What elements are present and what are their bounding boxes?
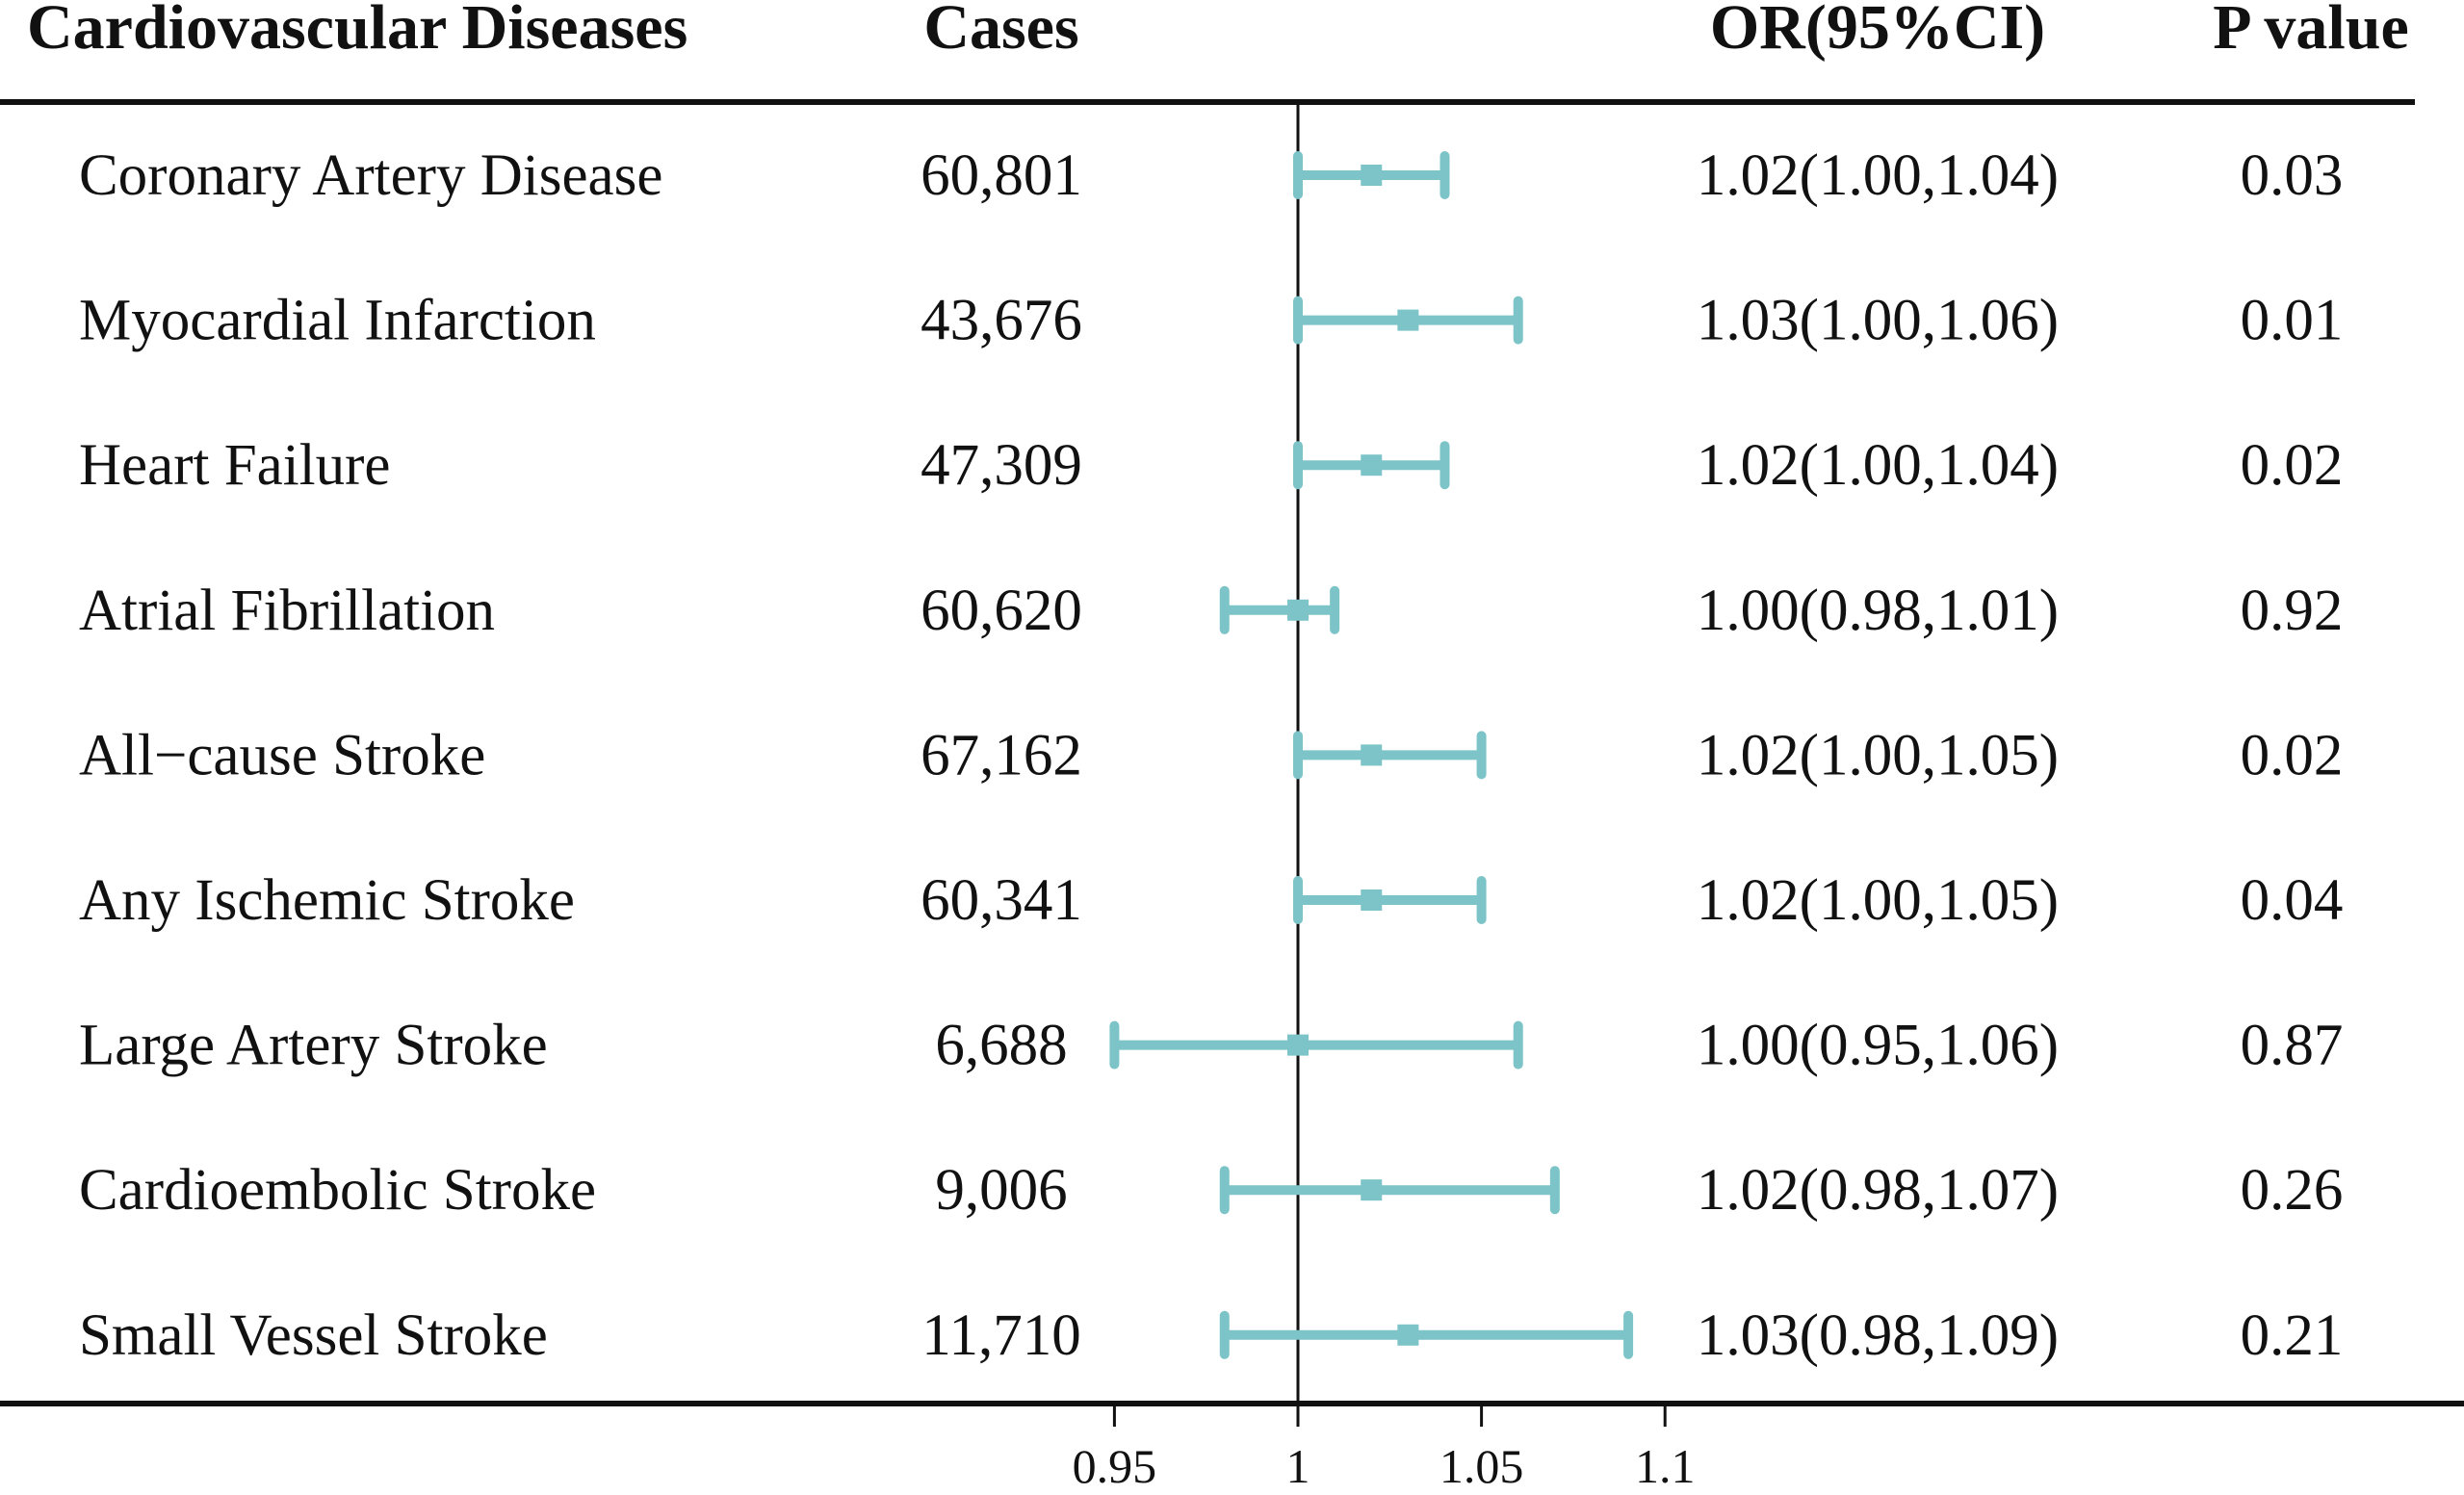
header-or-ci: OR(95%CI) [1710, 0, 2045, 63]
ci-bar [1293, 441, 1450, 490]
cases-value: 60,341 [921, 868, 1082, 933]
or-point-marker [1361, 744, 1383, 766]
cases-value: 67,162 [921, 723, 1082, 787]
cases-value: 6,688 [935, 1014, 1067, 1078]
cases-value: 43,676 [921, 289, 1082, 353]
p-value: 0.87 [2241, 1014, 2344, 1078]
disease-label: All−cause Stroke [79, 723, 485, 787]
or-point-marker [1361, 889, 1383, 911]
or-point-marker [1361, 454, 1383, 477]
rows-layer: Coronary Artery Disease 60,801 1.02(1.00,1… [79, 143, 2343, 1368]
table-row: Atrial Fibrillation 60,620 1.00(0.98,1.01)… [79, 579, 2343, 643]
x-tick-label: 0.95 [1073, 1439, 1157, 1493]
p-value: 0.21 [2241, 1303, 2344, 1368]
p-value: 0.92 [2241, 579, 2344, 643]
or-ci-value: 1.02(1.00,1.04) [1697, 433, 2059, 498]
p-value: 0.01 [2241, 289, 2344, 353]
table-row: All−cause Stroke 67,162 1.02(1.00,1.05) 0.0… [79, 723, 2343, 787]
header-row: Cardiovascular Diseases Cases OR(95%CI) … [27, 0, 2409, 63]
ci-bar [1219, 585, 1340, 634]
header-cases: Cases [923, 0, 1078, 63]
disease-label: Myocardial Infarction [79, 289, 596, 353]
header-p-value: P value [2213, 0, 2409, 63]
or-point-marker [1397, 1324, 1419, 1346]
p-value: 0.02 [2241, 723, 2344, 787]
cases-value: 9,006 [935, 1158, 1067, 1223]
ci-bar [1293, 296, 1523, 345]
table-row: Heart Failure 47,309 1.02(1.00,1.04) 0.02 [79, 433, 2343, 498]
or-ci-value: 1.02(1.00,1.04) [1697, 143, 2059, 208]
disease-label: Cardioembolic Stroke [79, 1158, 596, 1223]
ci-bar [1293, 151, 1450, 199]
table-row: Myocardial Infarction 43,676 1.03(1.00,1.0… [79, 289, 2343, 353]
disease-label: Coronary Artery Disease [79, 143, 662, 208]
or-ci-value: 1.03(0.98,1.09) [1697, 1303, 2059, 1368]
or-ci-value: 1.00(0.98,1.01) [1697, 579, 2059, 643]
ci-bar [1293, 731, 1487, 780]
cases-value: 47,309 [921, 433, 1082, 498]
disease-label: Heart Failure [79, 433, 391, 498]
disease-label: Any Ischemic Stroke [79, 868, 575, 933]
header-disease: Cardiovascular Diseases [27, 0, 687, 63]
table-row: Small Vessel Stroke 11,710 1.03(0.98,1.09)… [79, 1303, 2343, 1368]
or-point-marker [1287, 599, 1309, 621]
disease-label: Large Artery Stroke [79, 1014, 548, 1078]
or-point-marker [1361, 1179, 1383, 1201]
ci-bar [1219, 1166, 1560, 1215]
x-tick-label: 1.1 [1635, 1439, 1696, 1493]
or-ci-value: 1.02(0.98,1.07) [1697, 1158, 2059, 1223]
or-ci-value: 1.02(1.00,1.05) [1697, 868, 2059, 933]
table-row: Large Artery Stroke 6,688 1.00(0.95,1.06) 0… [79, 1014, 2343, 1078]
x-tick-label: 1 [1286, 1439, 1310, 1493]
plot-area [1109, 102, 1634, 1404]
table-row: Cardioembolic Stroke 9,006 1.02(0.98,1.07)… [79, 1158, 2343, 1223]
or-point-marker [1397, 309, 1419, 331]
or-ci-value: 1.00(0.95,1.06) [1697, 1014, 2059, 1078]
x-tick-label: 1.05 [1439, 1439, 1524, 1493]
cases-value: 60,620 [921, 579, 1082, 643]
p-value: 0.02 [2241, 433, 2344, 498]
table-row: Any Ischemic Stroke 60,341 1.02(1.00,1.05)… [79, 868, 2343, 933]
x-axis: 0.95 1 1.05 1.1 [1073, 1404, 1696, 1493]
p-value: 0.03 [2241, 143, 2344, 208]
table-row: Coronary Artery Disease 60,801 1.02(1.00,1… [79, 143, 2343, 208]
ci-bar [1219, 1310, 1634, 1359]
or-ci-value: 1.02(1.00,1.05) [1697, 723, 2059, 787]
disease-label: Atrial Fibrillation [79, 579, 495, 643]
ci-bar [1293, 876, 1487, 924]
or-point-marker [1361, 165, 1383, 186]
ci-bar [1109, 1020, 1523, 1070]
cases-value: 60,801 [921, 143, 1082, 208]
or-ci-value: 1.03(1.00,1.06) [1697, 289, 2059, 353]
cases-value: 11,710 [921, 1303, 1081, 1368]
p-value: 0.26 [2241, 1158, 2344, 1223]
disease-label: Small Vessel Stroke [79, 1303, 548, 1368]
p-value: 0.04 [2241, 868, 2344, 933]
or-point-marker [1287, 1034, 1309, 1056]
